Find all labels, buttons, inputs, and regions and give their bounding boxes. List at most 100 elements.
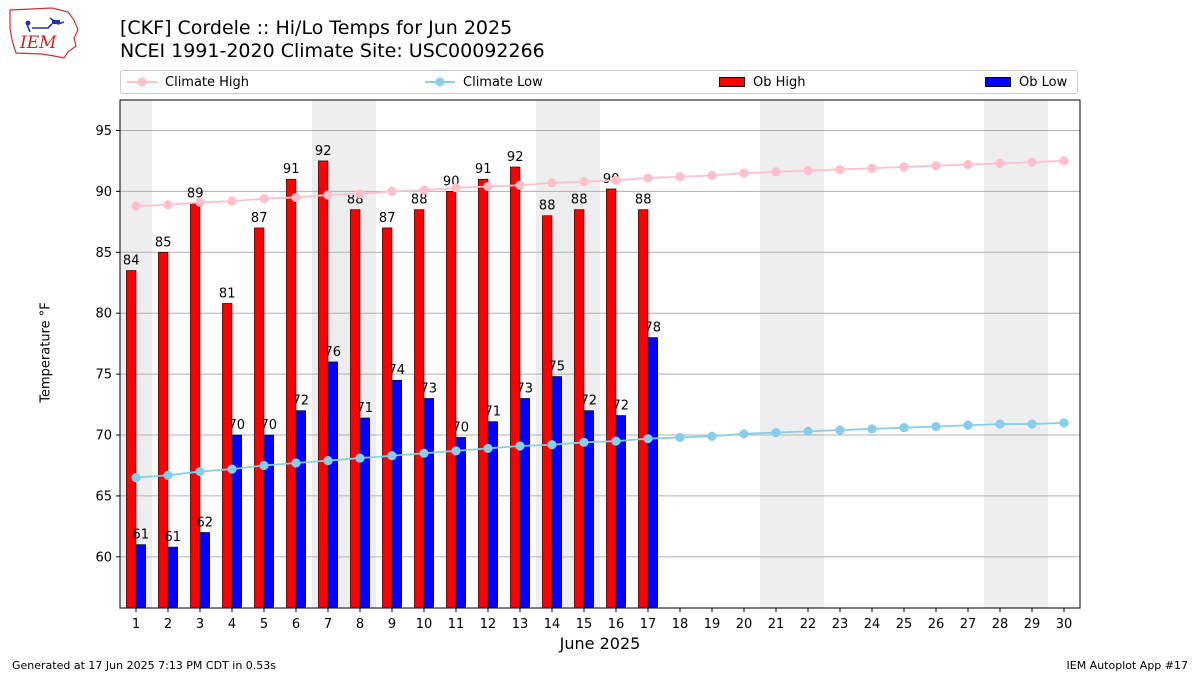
climate-high-point <box>899 162 909 172</box>
ob-high-bar <box>382 227 393 609</box>
legend-label: Ob Low <box>1019 74 1068 90</box>
climate-high-point <box>995 158 1005 168</box>
legend-swatch <box>985 77 1011 87</box>
x-tick-label: 18 <box>672 617 689 632</box>
climate-high-point <box>323 190 333 200</box>
climate-low-point <box>611 436 621 446</box>
ob-low-bar <box>455 437 466 609</box>
climate-low-point <box>163 470 173 480</box>
climate-high-point <box>195 197 205 207</box>
x-tick-label: 27 <box>960 617 977 632</box>
climate-low-point <box>323 455 333 466</box>
climate-high-point <box>1059 156 1069 166</box>
ob-high-bar-label: 84 <box>123 254 140 269</box>
x-tick-label: 26 <box>928 617 945 632</box>
climate-low-point <box>355 453 365 463</box>
ob-high-bar-label: 85 <box>155 235 172 250</box>
climate-high-point <box>643 173 653 183</box>
y-tick-label: 60 <box>95 550 112 565</box>
x-tick-label: 13 <box>512 617 529 632</box>
generated-timestamp: Generated at 17 Jun 2025 7:13 PM CDT in … <box>12 659 277 672</box>
climate-high-point <box>931 161 941 171</box>
climate-low-point <box>995 419 1005 429</box>
climate-low-point <box>483 443 493 454</box>
ob-high-bar-label: 91 <box>475 162 492 177</box>
x-tick-label: 5 <box>260 617 268 632</box>
ob-low-bar <box>167 546 178 609</box>
x-tick-label: 6 <box>292 617 300 632</box>
legend-item-ob-low: Ob Low <box>985 71 1067 93</box>
legend-label: Climate Low <box>463 74 543 90</box>
climate-low-point <box>259 460 269 471</box>
ob-low-bar-label: 73 <box>421 381 438 396</box>
x-tick-label: 16 <box>608 617 625 632</box>
ob-high-bar <box>190 203 201 609</box>
ob-low-bar-label: 62 <box>197 515 214 530</box>
x-tick-label: 10 <box>416 617 433 632</box>
ob-low-bar <box>295 410 306 609</box>
legend-item-ob-high: Ob High <box>719 71 806 93</box>
climate-low-point <box>1059 418 1069 428</box>
ob-low-bar <box>231 434 242 609</box>
climate-low-point <box>451 446 461 456</box>
climate-high-point <box>227 196 237 206</box>
y-axis-label: Temperature °F <box>38 302 54 403</box>
legend-item-climate-high: Climate High <box>127 71 249 93</box>
ob-high-bar-label: 92 <box>315 144 332 159</box>
chart-legend: Climate High Climate Low Ob High Ob Low <box>120 70 1078 94</box>
ob-low-bar-label: 61 <box>165 530 182 545</box>
climate-high-point <box>259 194 269 204</box>
climate-high-point <box>963 159 973 170</box>
ob-high-bar <box>414 209 425 609</box>
ob-high-bar-label: 88 <box>571 193 588 208</box>
weekend-shade <box>792 100 824 608</box>
ob-low-bar <box>327 361 338 609</box>
climate-high-point <box>611 175 621 186</box>
climate-high-point <box>739 168 749 178</box>
ob-low-bar <box>359 417 370 609</box>
ob-high-bar-label: 88 <box>635 193 652 208</box>
legend-item-climate-low: Climate Low <box>425 71 543 93</box>
x-tick-label: 12 <box>480 617 497 632</box>
climate-high-point <box>1027 157 1037 167</box>
ob-high-bar <box>126 270 137 609</box>
climate-low-point <box>835 425 845 435</box>
x-tick-label: 9 <box>388 617 396 632</box>
x-tick-label: 22 <box>800 617 817 632</box>
climate-low-point <box>675 432 685 443</box>
climate-high-point <box>355 189 365 199</box>
x-tick-label: 8 <box>356 617 364 632</box>
x-tick-label: 4 <box>228 617 236 632</box>
legend-swatch <box>719 77 745 87</box>
x-tick-label: 14 <box>544 617 561 632</box>
ob-low-bar-label: 73 <box>517 381 534 396</box>
weekend-shade <box>984 100 1016 608</box>
ob-low-bar <box>647 337 658 609</box>
y-tick-label: 80 <box>95 307 112 322</box>
ob-high-bar <box>318 160 329 609</box>
climate-high-point <box>451 183 461 193</box>
x-axis-label: June 2025 <box>559 634 641 653</box>
x-tick-label: 3 <box>196 617 204 632</box>
climate-low-line <box>135 421 1065 479</box>
ob-low-bar <box>519 398 530 609</box>
weekend-shade <box>760 100 792 608</box>
ob-low-bar-label: 70 <box>261 418 278 433</box>
climate-low-point <box>899 423 909 433</box>
climate-high-point <box>483 181 493 192</box>
climate-low-point <box>547 440 557 450</box>
ob-high-bar-label: 88 <box>539 199 556 214</box>
ob-high-bar-label: 88 <box>411 193 428 208</box>
x-tick-label: 20 <box>736 617 753 632</box>
x-tick-label: 19 <box>704 617 721 632</box>
climate-low-point <box>931 421 941 432</box>
climate-high-line <box>135 160 1065 207</box>
climate-low-point <box>963 420 973 430</box>
climate-low-point <box>643 434 653 444</box>
x-tick-label: 30 <box>1056 617 1073 632</box>
y-tick-label: 65 <box>95 489 112 504</box>
x-tick-label: 11 <box>448 617 465 632</box>
ob-high-bar <box>478 178 489 609</box>
ob-low-bar <box>199 532 210 609</box>
